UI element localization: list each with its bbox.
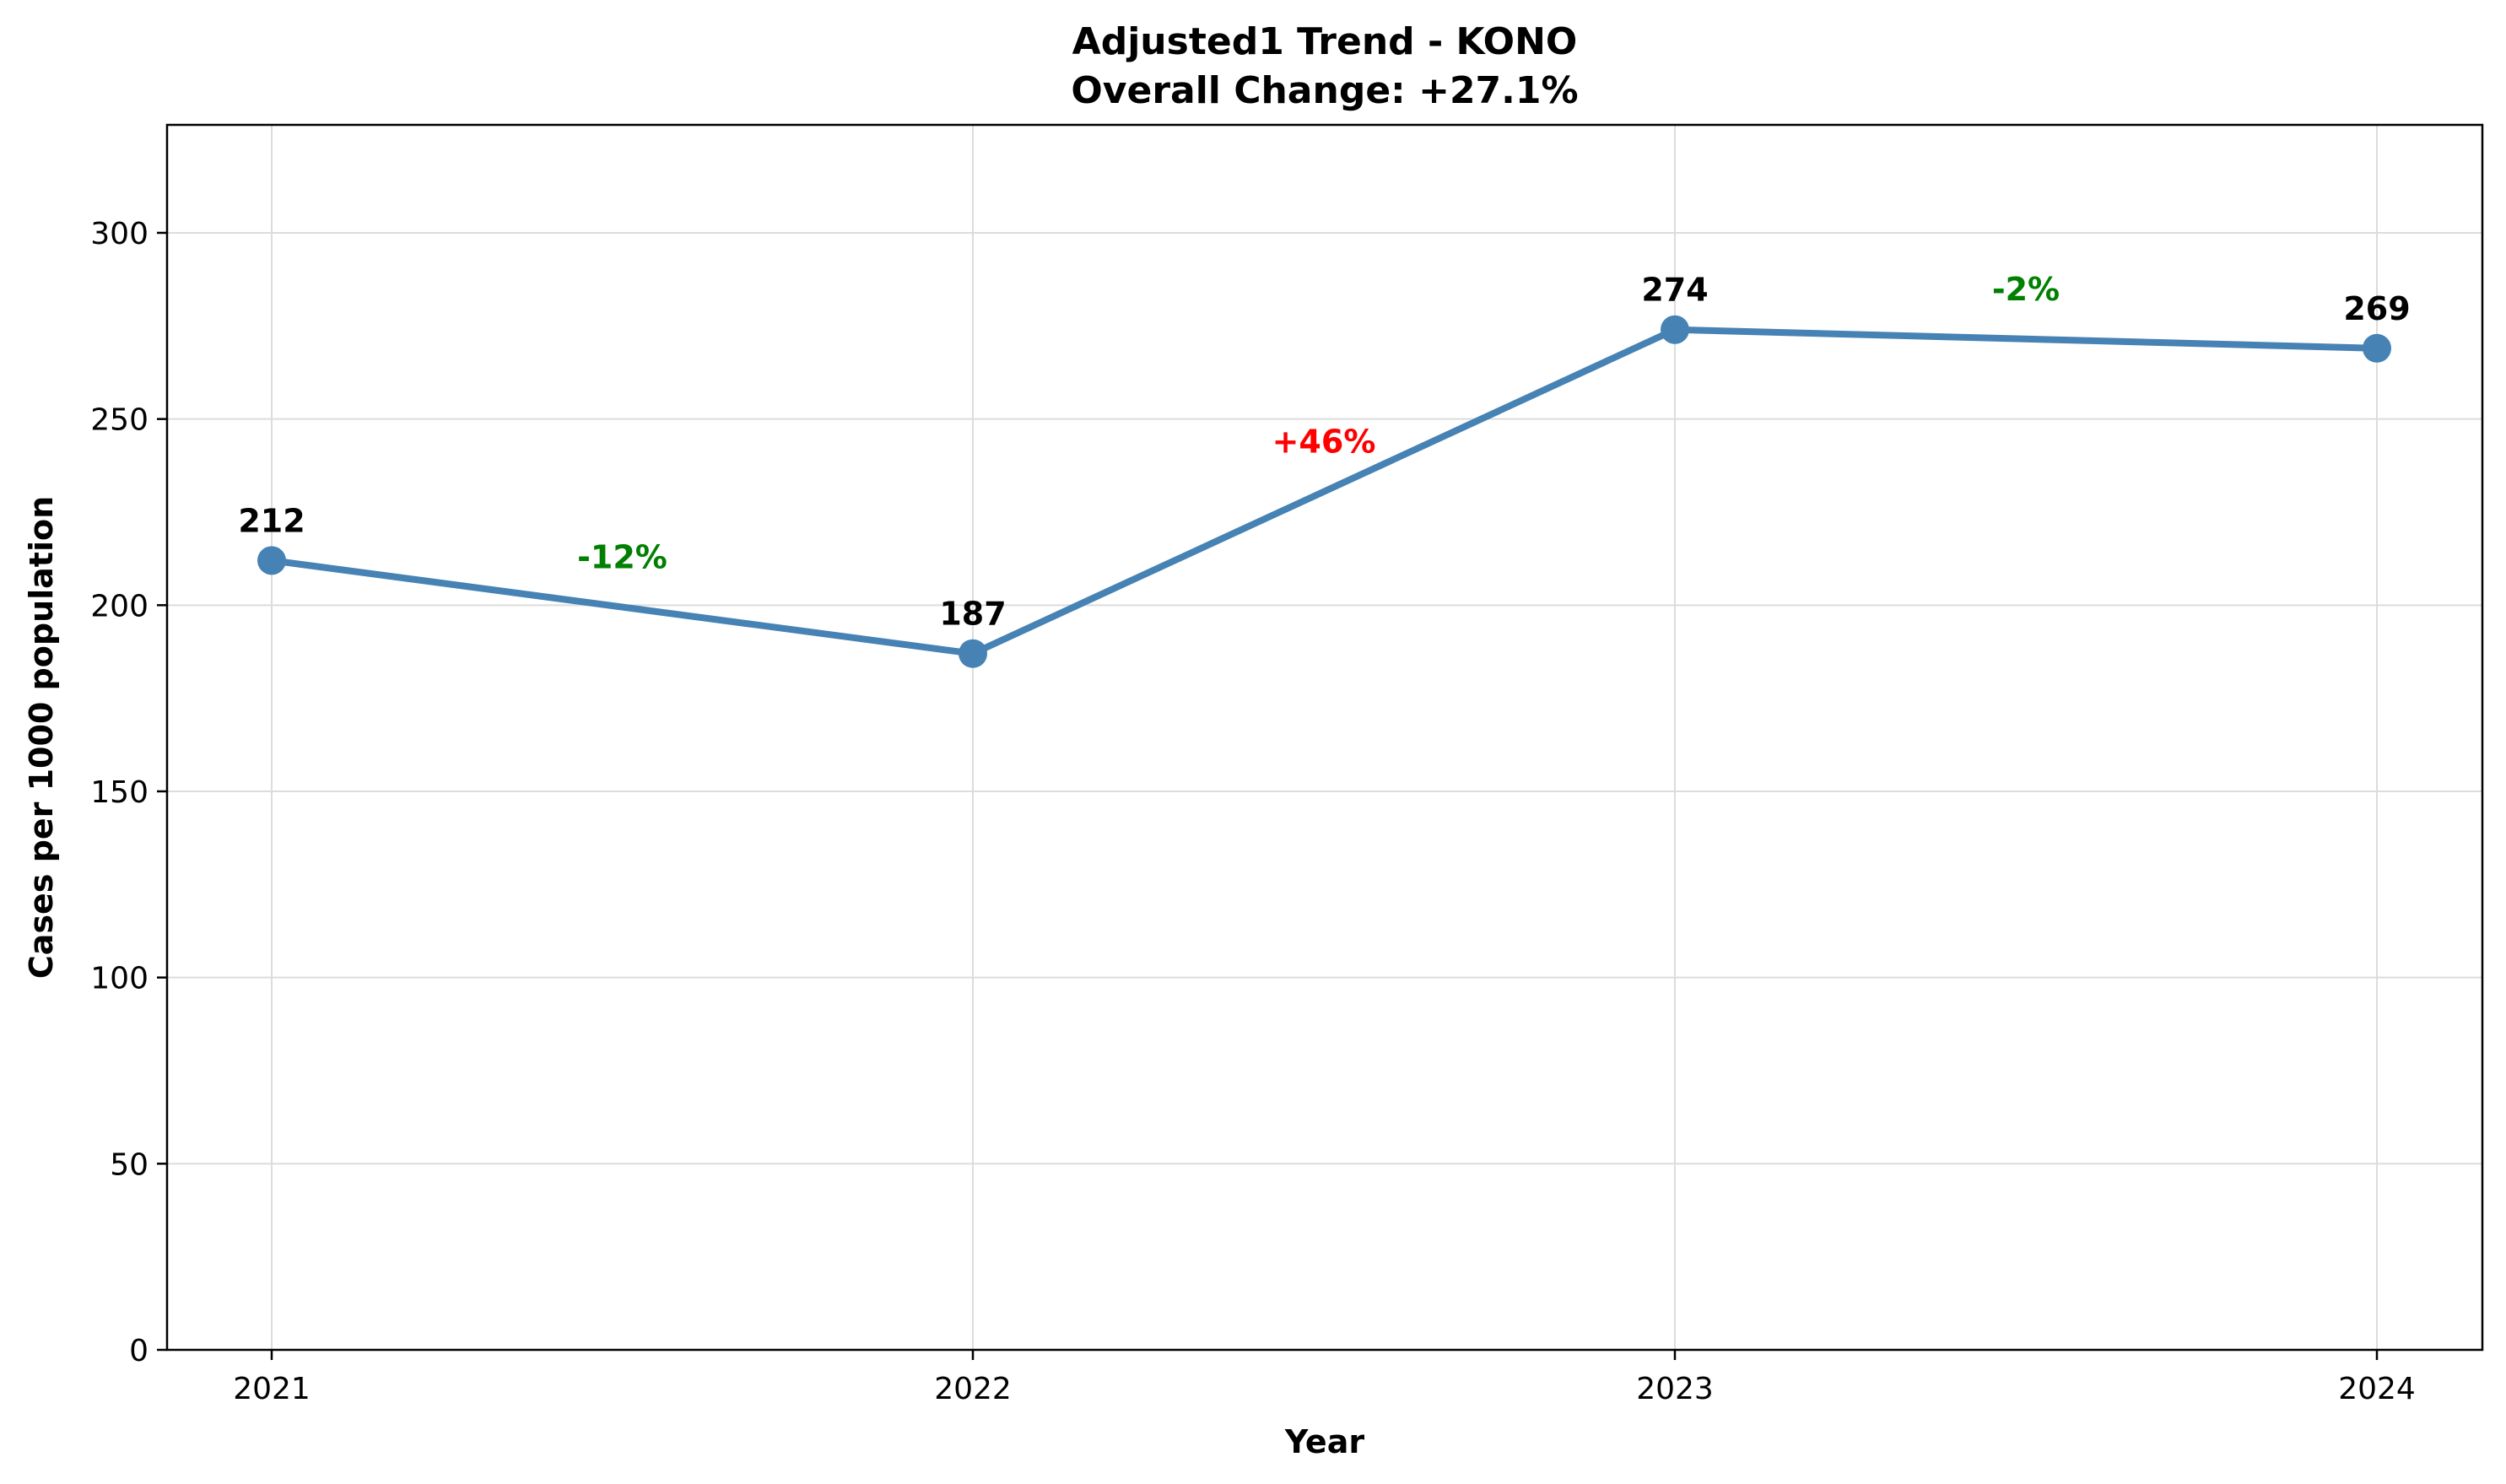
data-labels: 212 187 274 269 [238,272,2410,633]
y-tick-label: 200 [90,589,149,623]
data-point [2363,333,2391,363]
x-tick-label: 2021 [233,1372,311,1406]
y-axis: 0 50 100 150 200 250 300 [90,217,167,1368]
x-tick-label: 2024 [2338,1372,2416,1406]
series-line [268,326,2380,657]
data-point [959,639,987,668]
data-point [257,546,286,575]
change-label: +46% [1272,424,1376,461]
data-point [1661,315,1689,344]
data-label: 269 [2343,290,2410,327]
y-tick-label: 100 [90,962,149,996]
y-tick-label: 50 [110,1147,149,1182]
x-tick-label: 2023 [1636,1372,1714,1406]
y-axis-label: Cases per 1000 population [23,496,60,979]
change-labels: -12% +46% -2% [577,271,2060,576]
data-label: 274 [1641,272,1708,309]
y-tick-label: 0 [129,1334,149,1368]
chart-subtitle: Overall Change: +27.1% [1071,69,1578,112]
plot-frame [165,123,2484,1352]
y-tick-label: 150 [90,775,149,810]
x-axis: 2021 2022 2023 2024 [233,1350,2416,1406]
x-axis-label: Year [1284,1423,1364,1460]
chart-title: Adjusted1 Trend - KONO [1072,20,1578,63]
series [257,315,2391,668]
data-label: 187 [939,596,1006,633]
change-label: -2% [1992,271,2060,308]
grid [167,125,2482,1351]
change-label: -12% [577,539,667,576]
y-tick-label: 250 [90,403,149,438]
y-tick-label: 300 [90,217,149,251]
x-tick-label: 2022 [934,1372,1012,1406]
data-label: 212 [238,502,305,539]
